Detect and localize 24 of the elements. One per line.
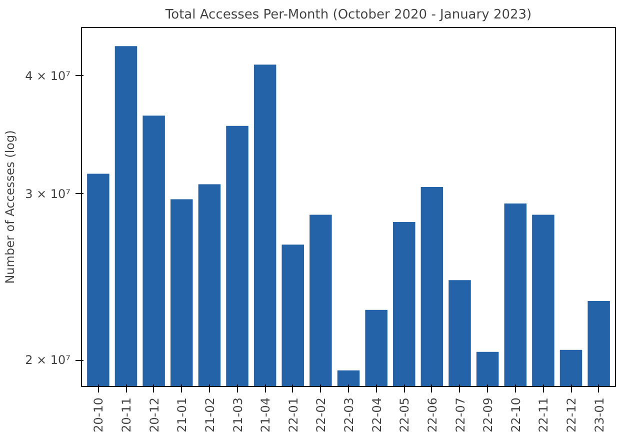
x-tick-label: 22-05	[398, 397, 412, 432]
x-tick-label: 22-11	[536, 397, 551, 432]
x-tick-label: 20-12	[147, 397, 162, 432]
x-tick-label: 20-10	[92, 397, 106, 432]
y-tick-label: 3 × 10⁷	[25, 186, 71, 201]
x-tick-label: 21-02	[202, 397, 217, 432]
x-tick-label: 22-01	[286, 397, 300, 432]
x-tick-label: 21-03	[230, 397, 245, 432]
x-tick-label: 22-02	[314, 397, 328, 432]
x-tick-label: 22-10	[508, 397, 523, 432]
y-axis-title: Number of Accesses (log)	[3, 130, 18, 284]
chart-title: Total Accesses Per-Month (October 2020 - January 2023)	[164, 8, 532, 22]
x-tick-label: 23-01	[592, 397, 606, 432]
x-tick-label: 22-03	[342, 397, 356, 432]
x-tick-label: 22-09	[481, 397, 496, 432]
x-tick-label: 22-12	[564, 397, 578, 432]
x-tick-label: 21-04	[258, 397, 273, 432]
y-tick-label: 2 × 10⁷	[25, 353, 71, 368]
y-tick-label: 4 × 10⁷	[25, 68, 71, 83]
x-tick-label: 21-01	[175, 397, 190, 432]
x-tick-label: 20-11	[120, 397, 134, 432]
x-tick-label: 22-06	[425, 397, 440, 432]
x-tick-label: 22-04	[370, 397, 384, 432]
x-tick-label: 22-07	[453, 397, 468, 432]
